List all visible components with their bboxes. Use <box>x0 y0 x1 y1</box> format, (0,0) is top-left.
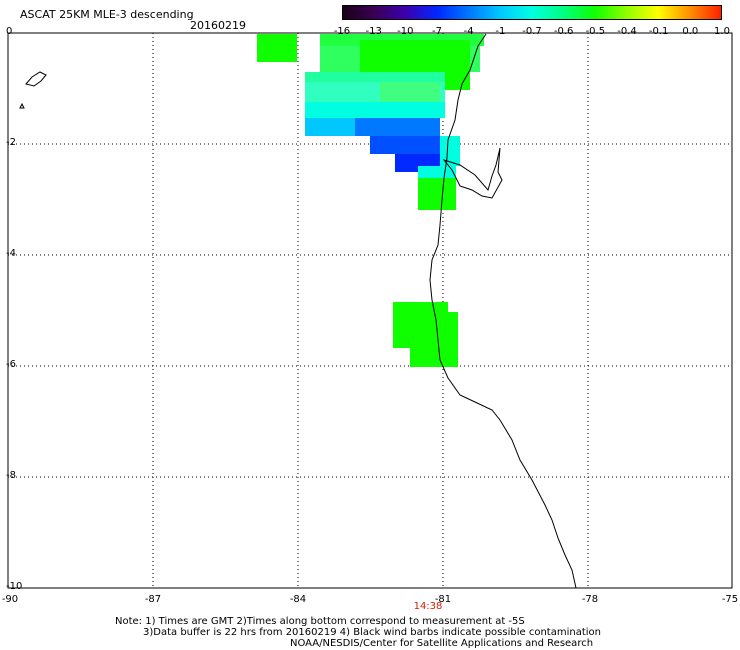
lon-label: -87 <box>144 594 162 605</box>
colorbar-tick-label: -4 <box>463 26 474 37</box>
colorbar-tick-label: -0.7 <box>522 26 542 37</box>
swath-block <box>440 136 460 166</box>
swath-block <box>257 34 297 62</box>
swath-block <box>305 118 355 136</box>
colorbar-tick-label: -13 <box>365 26 382 37</box>
lat-label: -10 <box>6 581 23 592</box>
swath-block <box>370 136 455 154</box>
lat-label: -2 <box>6 137 16 148</box>
wind-swath <box>257 34 484 367</box>
swath-block <box>355 118 440 136</box>
lon-label: -81 <box>434 594 452 605</box>
grid <box>8 33 732 588</box>
colorbar-tick-label: -0.5 <box>585 26 606 37</box>
lon-label: -90 <box>1 594 19 605</box>
swath-block <box>418 166 456 178</box>
swath-block <box>305 102 445 118</box>
lon-label: -78 <box>581 594 599 605</box>
colorbar-tick-label: -0.6 <box>553 26 574 37</box>
note-line-1: Note: 1) Times are GMT 2)Times along bot… <box>115 616 525 627</box>
title: ASCAT 25KM MLE-3 descending <box>20 8 194 21</box>
colorbar-tick-label: -7 <box>432 26 442 37</box>
swath-block <box>418 178 456 210</box>
lat-label: 0 <box>6 26 13 37</box>
island-path <box>25 71 47 87</box>
lon-label: -84 <box>289 594 307 605</box>
swath-block <box>305 72 445 82</box>
colorbar-tick-label: -0.4 <box>617 26 637 37</box>
date-label: 20160219 <box>190 19 246 32</box>
colorbar-tick-label: -1 <box>495 26 506 37</box>
colorbar-tick-label: -0.1 <box>648 26 669 37</box>
swath-block <box>410 312 458 367</box>
colorbar-tick-label: -10 <box>397 26 414 37</box>
colorbar-tick-label: -16 <box>333 26 351 37</box>
lat-label: -6 <box>6 359 16 370</box>
note-line-2: 3)Data buffer is 22 hrs from 20160219 4)… <box>143 627 601 638</box>
time-label: 14:38 <box>413 601 443 612</box>
note-line-3: NOAA/NESDIS/Center for Satellite Applica… <box>290 638 594 649</box>
colorbar-tick-label: 1.0 <box>714 26 730 37</box>
lat-label: -4 <box>6 248 16 259</box>
island-path <box>19 102 25 109</box>
coastline <box>19 33 577 589</box>
lon-label: -75 <box>721 594 739 605</box>
colorbar-tick-label: 0.0 <box>682 26 699 37</box>
plot-frame <box>7 32 733 589</box>
colorbar <box>342 5 722 20</box>
lat-label: -8 <box>6 470 16 481</box>
